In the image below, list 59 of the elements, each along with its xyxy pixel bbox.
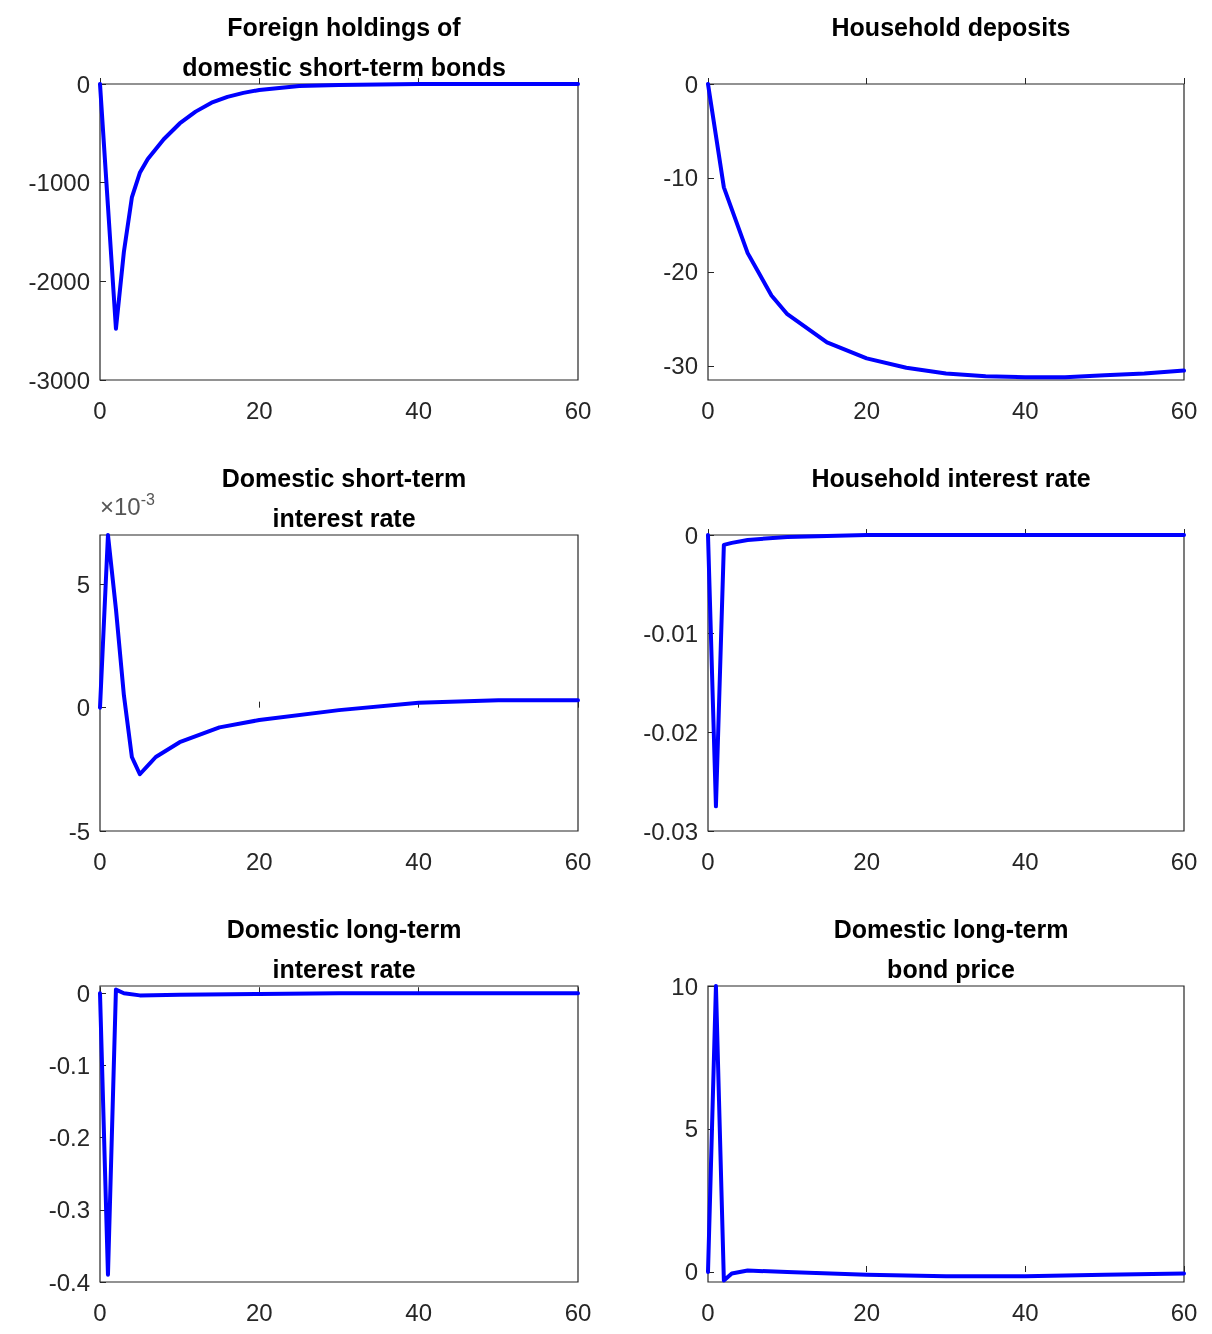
x-tick-label: 20 [245,847,273,875]
x-tick-label: 20 [853,396,881,424]
x-tick-label: 40 [1011,847,1039,875]
x-tick-label: 0 [701,396,715,424]
line-series [706,533,1186,809]
chart-title: Household deposits [831,13,1071,41]
y-tick-label: 0 [684,70,698,98]
y-tick-label: -0.1 [48,1051,90,1079]
y-tick-label: -5 [68,817,90,845]
x-tick-label: 60 [564,396,592,424]
y-tick-label: -0.4 [48,1268,90,1296]
x-tick-label: 20 [245,1298,273,1326]
y-tick-label: -2000 [28,267,90,295]
y-tick-label: 0 [684,521,698,549]
x-tick-label: 60 [1170,1298,1198,1326]
line-series [706,82,1186,380]
x-tick-label: 20 [853,847,881,875]
x-tick-label: 0 [701,1298,715,1326]
chart-title: Domestic long-term interest rate [226,915,462,983]
x-tick-label: 60 [564,847,592,875]
x-tick-label: 20 [853,1298,881,1326]
y-tick-label: 10 [671,972,698,1000]
x-tick-label: 60 [1170,847,1198,875]
x-tick-label: 20 [245,396,273,424]
y-tick-label: 0 [76,694,90,722]
line-series [98,82,580,331]
x-tick-label: 40 [405,1298,433,1326]
x-tick-label: 40 [405,847,433,875]
x-tick-label: 40 [1011,396,1039,424]
line-series [98,533,580,777]
y-tick-label: -0.2 [48,1124,90,1152]
y-tick-label: -10 [663,164,698,192]
x-tick-label: 40 [1011,1298,1039,1326]
line-series [706,984,1186,1283]
y-tick-label: -0.03 [643,817,698,845]
x-tick-label: 0 [93,396,107,424]
y-tick-label: -0.01 [643,620,698,648]
y-tick-label: 0 [76,70,90,98]
y-tick-label: -0.02 [643,718,698,746]
line-series [98,987,580,1277]
y-tick-label: -30 [663,352,698,380]
x-tick-label: 40 [405,396,433,424]
y-tick-label: -3000 [28,366,90,394]
x-tick-label: 0 [93,1298,107,1326]
chart-title: Domestic long-term bond price [833,915,1069,983]
y-tick-label: 0 [684,1258,698,1286]
x-tick-label: 60 [1170,396,1198,424]
y-tick-label: 5 [76,570,90,598]
y-tick-label: -0.3 [48,1196,90,1224]
y-tick-label: -1000 [28,169,90,197]
chart-title: Household interest rate [811,464,1091,492]
y-tick-label: 5 [684,1115,698,1143]
x-tick-label: 0 [701,847,715,875]
x-tick-label: 0 [93,847,107,875]
chart-title: Foreign holdings of domestic short-term bonds [182,13,506,81]
chart-title: Domestic short-term interest rate [221,464,467,532]
y-tick-label: 0 [76,979,90,1007]
x-tick-label: 60 [564,1298,592,1326]
y-tick-label: -20 [663,258,698,286]
